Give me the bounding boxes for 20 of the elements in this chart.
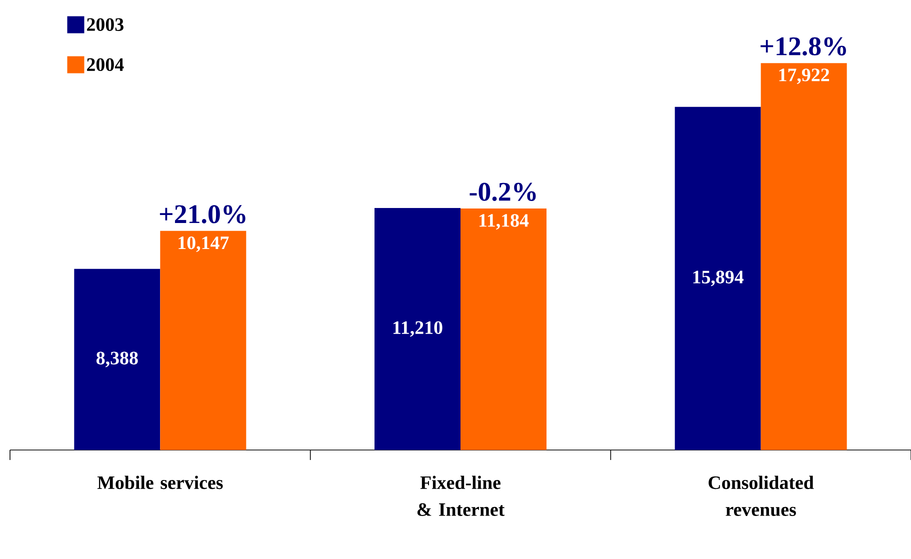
text: +12.8% — [760, 37, 846, 56]
data-label: 17,922 — [779, 68, 830, 84]
legend-label: 2004 — [87, 58, 124, 72]
x-tick-label: Consolidated revenues — [708, 476, 814, 516]
x-tick-label: Fixed-line & Internet — [417, 476, 505, 516]
bar — [674, 106, 761, 450]
data-label: 10,147 — [178, 236, 229, 252]
bar — [160, 230, 246, 450]
data-label: 11,210 — [394, 321, 442, 337]
annotation: -0.2% — [470, 182, 536, 202]
data-label: 8,388 — [96, 352, 138, 368]
data-label: 11,184 — [480, 214, 529, 230]
annotation: +21.0% — [160, 205, 246, 224]
data-label: 15,894 — [693, 270, 744, 286]
bar — [374, 208, 461, 450]
bar — [760, 63, 847, 450]
bar — [460, 208, 547, 450]
legend-label: 2003 — [87, 18, 124, 31]
x-tick-label: Mobile services — [97, 476, 223, 490]
bar — [74, 268, 160, 450]
